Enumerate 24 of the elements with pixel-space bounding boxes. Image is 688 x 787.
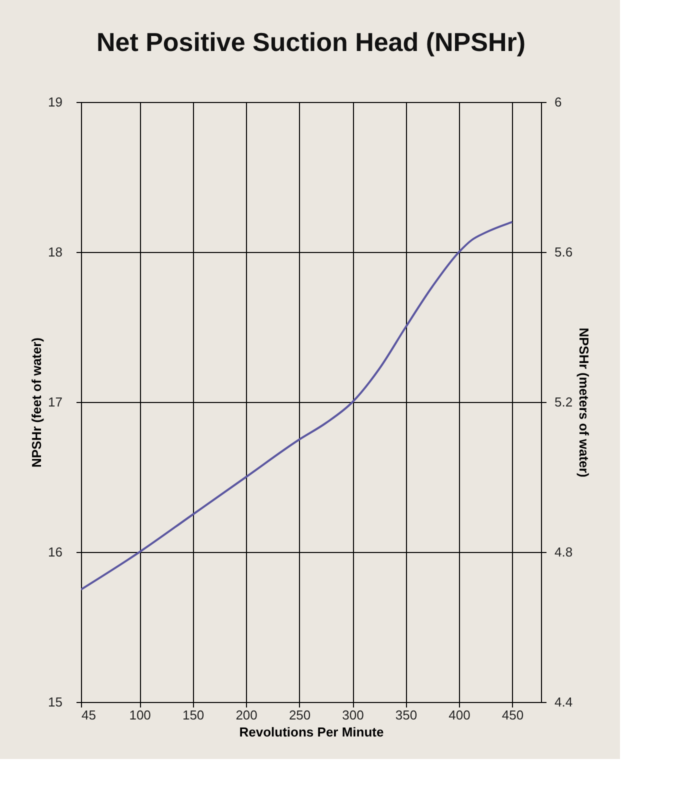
y-tick-label: 17 xyxy=(48,394,62,410)
y2-tick-label: 4.8 xyxy=(554,544,573,560)
y2-tick-label: 5.2 xyxy=(554,394,573,410)
y-tick-label: 15 xyxy=(48,694,62,710)
y2-tick-label: 5.6 xyxy=(554,244,573,260)
y-tick-label: 18 xyxy=(48,244,62,260)
y2-axis-title: NPSHr (meters of water) xyxy=(576,328,592,478)
x-tick-label: 350 xyxy=(395,708,418,722)
y-tick-label: 16 xyxy=(48,544,62,560)
chart-title: Net Positive Suction Head (NPSHr) xyxy=(96,27,526,57)
y-tick-label: 19 xyxy=(48,94,62,110)
x-axis-title: Revolutions Per Minute xyxy=(239,724,384,740)
x-tick-label: 45 xyxy=(82,708,96,722)
y2-tick-label: 6 xyxy=(554,94,562,110)
x-tick-label: 100 xyxy=(129,708,151,722)
x-tick-label: 400 xyxy=(448,708,470,722)
x-tick-label: 250 xyxy=(288,708,311,722)
x-tick-label: 150 xyxy=(182,708,204,722)
x-tick-label: 450 xyxy=(502,708,524,722)
y2-tick-label: 4.4 xyxy=(554,694,573,710)
y-axis-title: NPSHr (feet of water) xyxy=(29,337,44,468)
x-tick-label: 200 xyxy=(236,708,258,722)
line-series xyxy=(81,221,514,590)
x-tick-label: 300 xyxy=(342,708,364,722)
